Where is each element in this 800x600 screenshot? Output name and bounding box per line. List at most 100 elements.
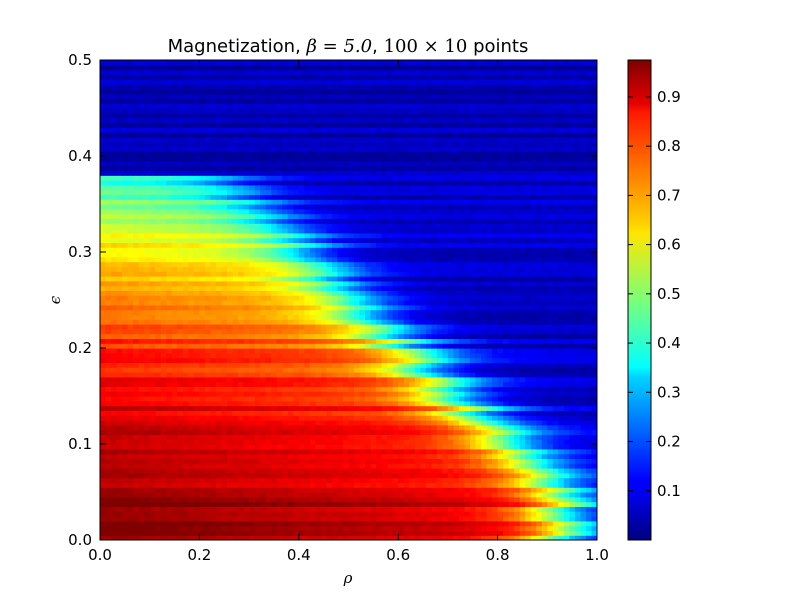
heatmap-cell: [475, 276, 482, 282]
heatmap-cell: [447, 429, 455, 435]
heatmap-cell: [580, 324, 587, 330]
heatmap-cell: [177, 357, 184, 363]
heatmap-cell: [425, 410, 432, 416]
heatmap-cell: [298, 367, 305, 373]
heatmap-cell: [530, 357, 537, 363]
heatmap-cell: [508, 348, 515, 354]
heatmap-cell: [243, 372, 250, 378]
heatmap-cell: [105, 333, 112, 339]
heatmap-cell: [144, 348, 151, 354]
heatmap-cell: [309, 376, 316, 383]
heatmap-cell: [337, 496, 344, 503]
heatmap-cell: [503, 324, 510, 330]
heatmap-cell: [315, 304, 322, 311]
heatmap-cell: [160, 285, 167, 291]
heatmap-cell: [320, 453, 328, 459]
heatmap-cell: [265, 506, 272, 512]
heatmap-cell: [409, 348, 416, 354]
heatmap-cell: [354, 511, 361, 517]
heatmap-cell: [486, 333, 493, 339]
heatmap-cell: [122, 424, 129, 431]
heatmap-cell: [149, 338, 156, 344]
heatmap-cell: [160, 338, 167, 344]
heatmap-cell: [425, 391, 432, 397]
heatmap-cell: [166, 511, 173, 517]
heatmap-cell: [552, 295, 559, 301]
heatmap-cell: [392, 405, 399, 411]
heatmap-cell: [536, 314, 543, 320]
heatmap-cell: [425, 511, 432, 517]
heatmap-cell: [497, 300, 504, 306]
heatmap-cell: [204, 506, 212, 512]
heatmap-cell: [171, 477, 178, 483]
heatmap-cell: [365, 516, 372, 522]
heatmap-cell: [403, 492, 410, 498]
heatmap-cell: [149, 424, 156, 431]
heatmap-cell: [519, 367, 526, 373]
heatmap-cell: [133, 396, 140, 402]
heatmap-cell: [144, 439, 151, 445]
heatmap-cell: [547, 439, 554, 445]
heatmap-cell: [232, 396, 239, 402]
heatmap-cell: [144, 391, 151, 397]
heatmap-cell: [199, 511, 206, 517]
heatmap-cell: [458, 304, 466, 311]
heatmap-cell: [210, 357, 217, 363]
heatmap-cell: [492, 338, 499, 344]
heatmap-cell: [342, 511, 350, 517]
heatmap-cell: [160, 458, 167, 464]
heatmap-cell: [315, 530, 322, 536]
heatmap-cell: [536, 276, 543, 282]
heatmap-cell: [519, 362, 526, 368]
heatmap-cell: [155, 420, 162, 426]
heatmap-cell: [486, 444, 493, 450]
heatmap-cell: [475, 463, 482, 469]
heatmap-cell: [315, 343, 322, 349]
heatmap-cell: [342, 348, 350, 354]
heatmap-cell: [348, 405, 355, 411]
heatmap-cell: [387, 482, 394, 488]
heatmap-cell: [276, 453, 283, 459]
heatmap-cell: [497, 376, 504, 383]
heatmap-cell: [464, 396, 471, 402]
heatmap-cell: [177, 520, 184, 527]
heatmap-cell: [221, 391, 228, 397]
heatmap-cell: [122, 530, 129, 536]
heatmap-cell: [320, 338, 328, 344]
heatmap-cell: [376, 280, 383, 287]
heatmap-cell: [580, 352, 587, 359]
heatmap-cell: [464, 530, 471, 536]
heatmap-cell: [530, 290, 537, 296]
heatmap-cell: [563, 405, 570, 411]
heatmap-cell: [133, 276, 140, 282]
heatmap-cell: [447, 391, 455, 397]
heatmap-cell: [514, 391, 521, 397]
heatmap-cell: [166, 391, 173, 397]
heatmap-cell: [409, 333, 416, 339]
heatmap-cell: [304, 496, 311, 503]
heatmap-cell: [265, 511, 272, 517]
heatmap-cell: [591, 290, 597, 296]
heatmap-cell: [111, 410, 118, 416]
heatmap-cell: [188, 362, 195, 368]
heatmap-cell: [260, 271, 267, 277]
heatmap-cell: [337, 472, 344, 479]
heatmap-cell: [265, 290, 272, 296]
heatmap-cell: [188, 338, 195, 344]
heatmap-cell: [585, 367, 593, 373]
heatmap-cell: [436, 410, 443, 416]
heatmap-cell: [254, 496, 261, 503]
heatmap-cell: [144, 372, 151, 378]
heatmap-cell: [337, 506, 344, 512]
heatmap-cell: [320, 458, 328, 464]
heatmap-cell: [486, 391, 493, 397]
heatmap-cell: [127, 381, 134, 387]
heatmap-cell: [558, 352, 565, 359]
heatmap-cell: [342, 410, 350, 416]
heatmap-cell: [558, 386, 565, 392]
heatmap-cell: [337, 343, 344, 349]
heatmap-cell: [525, 314, 532, 320]
heatmap-cell: [298, 276, 305, 282]
heatmap-cell: [508, 458, 515, 464]
heatmap-cell: [304, 280, 311, 287]
